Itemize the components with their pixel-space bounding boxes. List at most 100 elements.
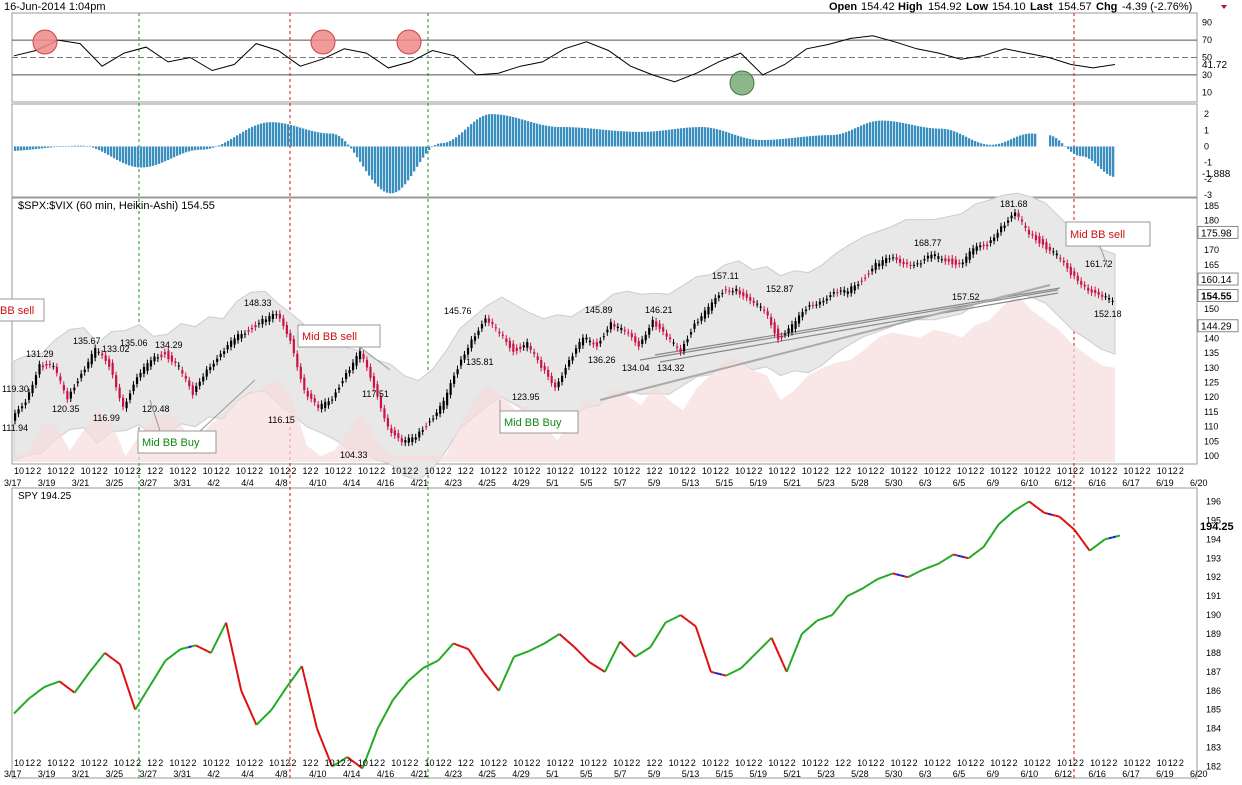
price-data-label: 135.06 [120, 338, 148, 348]
candle-body [662, 327, 665, 332]
main-y-tick: 115 [1204, 407, 1218, 417]
mid-bb-buy-text-1: Mid BB Buy [142, 437, 200, 449]
spy-bar [714, 671, 719, 675]
price-data-label: 135.67 [73, 336, 101, 346]
x-date-tick: 3/19 [38, 478, 56, 488]
spy-bar [1089, 547, 1095, 552]
macd-bar [1010, 139, 1013, 147]
x-date-tick: 6/17 [1122, 478, 1140, 488]
candle-body [958, 262, 961, 264]
candle-body [418, 431, 421, 438]
macd-bar [251, 126, 254, 147]
spy-bar [558, 633, 564, 639]
candle-body [933, 254, 937, 257]
macd-bar [608, 130, 611, 147]
x-hour-tick: 12 [624, 758, 634, 768]
macd-bar [569, 127, 572, 147]
candle-body [355, 355, 358, 366]
x-date-tick: 3/27 [140, 478, 158, 488]
x-hour-tick: 10 [325, 758, 335, 768]
candle-body [38, 364, 41, 375]
macd-bar [1082, 146, 1085, 157]
spy-bar [672, 616, 678, 620]
spy-bar [263, 712, 269, 719]
x-hour-tick: 12 [302, 758, 312, 768]
x-date-tick: 4/10 [309, 478, 327, 488]
candle-body [331, 399, 334, 401]
candle-body [125, 401, 128, 409]
spy-bar [918, 568, 924, 573]
candle-body [442, 400, 445, 410]
candle-body [344, 372, 348, 379]
x-hour-tick: 2 [879, 466, 884, 476]
last-value: 154.57 [1058, 1, 1092, 13]
macd-bar [143, 146, 146, 168]
macd-bar [1001, 142, 1004, 147]
spy-bar [706, 660, 712, 673]
x-hour-tick: 12 [1035, 466, 1045, 476]
x-hour-tick: 12 [58, 466, 68, 476]
macd-bar [914, 125, 917, 147]
candle-body [271, 314, 275, 319]
macd-bar [1013, 137, 1016, 147]
candle-body [675, 346, 679, 348]
x-hour-tick: 2 [1146, 466, 1151, 476]
macd-bar [86, 146, 89, 147]
candle-body [1083, 284, 1086, 287]
macd-bar [1058, 140, 1061, 147]
spy-bar [986, 534, 993, 542]
macd-bar [419, 146, 422, 163]
macd-bar [779, 139, 782, 147]
candle-body [756, 303, 759, 305]
spy-bar [1058, 515, 1064, 521]
x-hour-tick: 2 [158, 466, 163, 476]
macd-bar [896, 121, 899, 147]
x-hour-tick: 12 [402, 466, 412, 476]
macd-bar [326, 133, 329, 147]
macd-bar [158, 146, 161, 164]
x-date-tick: 5/30 [885, 769, 903, 779]
macd-bar [773, 139, 776, 147]
spy-bar [873, 578, 879, 583]
spy-bar [649, 640, 655, 648]
macd-bar [1109, 146, 1112, 176]
macd-current-label: -1.888 [1202, 169, 1231, 180]
candle-body [533, 352, 536, 354]
spy-bar [1039, 509, 1045, 514]
macd-bar [716, 129, 719, 147]
spy-bar [694, 626, 701, 639]
macd-bar [995, 144, 998, 147]
macd-bar [227, 140, 230, 147]
macd-bar [425, 146, 428, 154]
macd-bar [545, 125, 548, 147]
macd-bar [113, 146, 116, 159]
spy-bar [335, 760, 341, 766]
x-date-tick: 6/16 [1088, 769, 1106, 779]
spy-bar [85, 671, 91, 678]
candle-body [728, 290, 731, 292]
price-data-label: 117.51 [362, 389, 389, 399]
macd-bar [560, 127, 563, 147]
candle-body [118, 387, 121, 399]
macd-bar [917, 126, 920, 147]
price-data-label: 134.32 [657, 363, 685, 373]
macd-bar [887, 120, 890, 147]
candle-body [550, 376, 553, 384]
x-date-tick: 4/16 [377, 769, 395, 779]
x-hour-tick: 12 [247, 758, 257, 768]
macd-bar [230, 138, 233, 147]
spy-bar [831, 609, 837, 616]
candle-body [759, 306, 762, 308]
candle-body [547, 369, 550, 377]
x-hour-tick: 2 [1012, 466, 1017, 476]
price-data-label: 157.52 [952, 292, 980, 302]
x-hour-tick: 12 [147, 466, 157, 476]
candle-body [874, 262, 877, 270]
macd-bar [257, 124, 260, 147]
spy-bar [270, 703, 277, 711]
spy-bar [892, 572, 897, 576]
macd-bar [1025, 133, 1028, 147]
dropdown-arrow-icon[interactable] [1221, 5, 1227, 9]
macd-bar [983, 144, 986, 147]
macd-bar [842, 133, 845, 147]
